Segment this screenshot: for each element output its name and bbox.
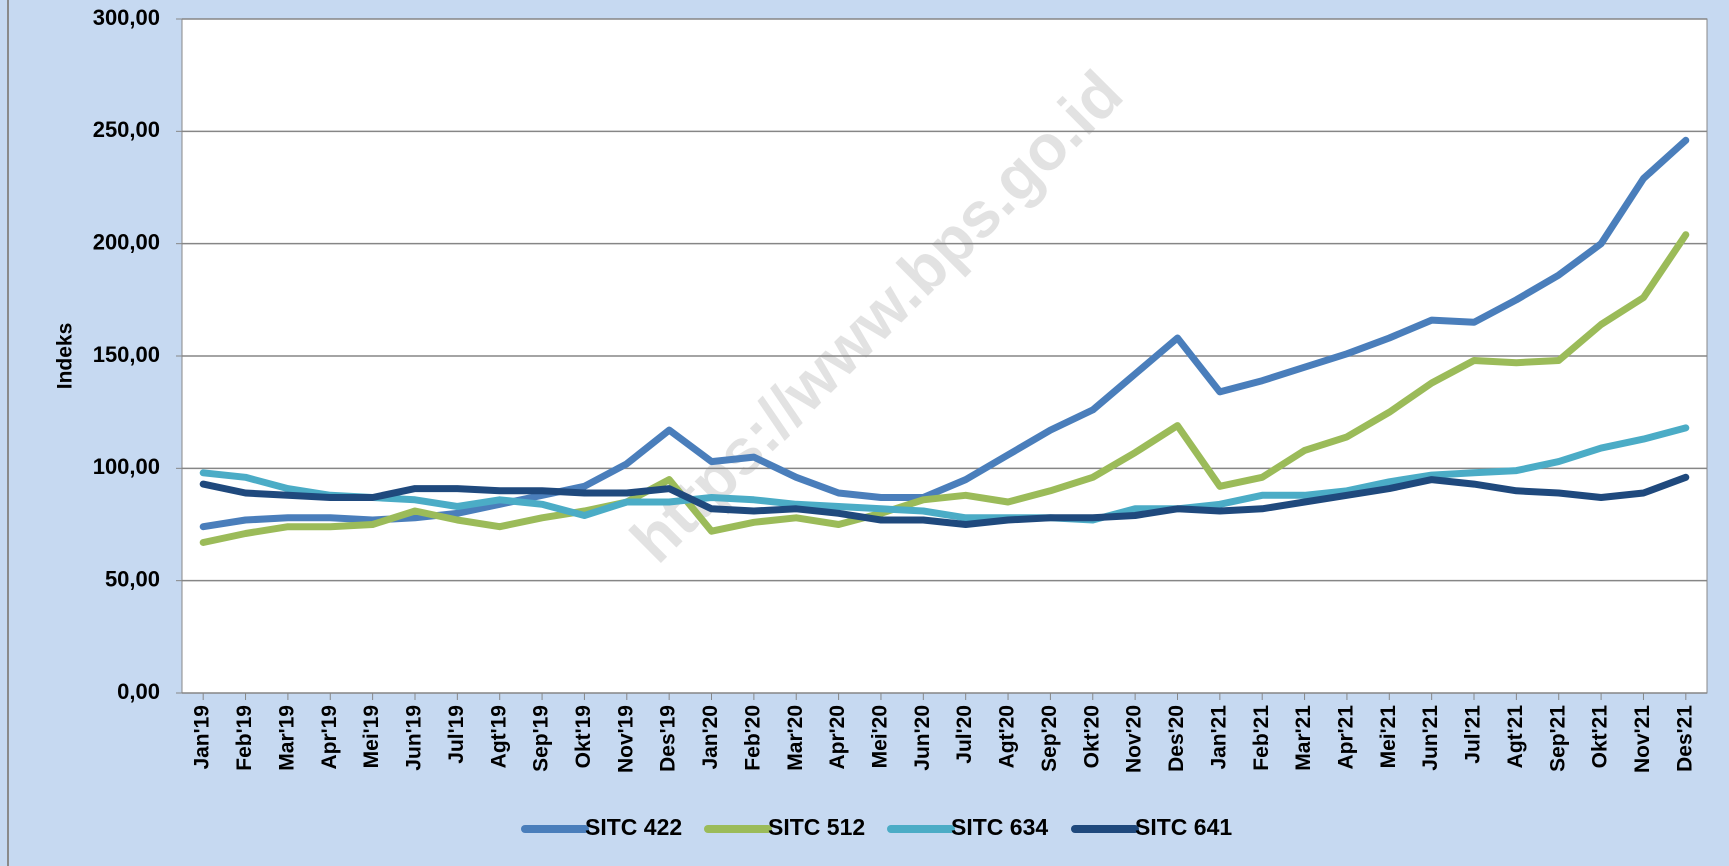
x-tick-label: Mei'20 bbox=[869, 705, 892, 768]
x-tick-label: Agt'21 bbox=[1504, 705, 1527, 769]
x-tick-label: Nov'21 bbox=[1631, 705, 1654, 773]
x-tick-label: Jan'21 bbox=[1207, 705, 1230, 770]
x-tick-label: Des'20 bbox=[1165, 705, 1188, 772]
x-tick-label: Jun'21 bbox=[1419, 705, 1442, 771]
x-tick-label: Sep'20 bbox=[1038, 705, 1061, 772]
x-tick-label: Agt'20 bbox=[996, 705, 1019, 768]
series-line bbox=[199, 424, 1690, 524]
series-line bbox=[199, 473, 1690, 528]
x-tick-label: Mei'21 bbox=[1377, 705, 1400, 769]
y-tick-label: 200,00 bbox=[93, 229, 160, 254]
y-tick-label: 300,00 bbox=[93, 5, 160, 30]
x-tick-label: Mar'20 bbox=[784, 705, 807, 771]
x-tick-label: Jun'20 bbox=[911, 705, 934, 771]
series-line bbox=[199, 136, 1690, 531]
x-tick-label: Des'21 bbox=[1673, 705, 1696, 772]
legend-label: SITC 641 bbox=[1135, 814, 1232, 840]
x-tick-label: Nov'19 bbox=[614, 705, 637, 773]
x-tick-label: Feb'21 bbox=[1250, 705, 1273, 771]
x-tick-label: Sep'19 bbox=[530, 705, 553, 772]
x-tick-label: Mar'21 bbox=[1292, 705, 1315, 771]
y-tick-label: 50,00 bbox=[105, 566, 160, 591]
x-tick-label: Mei'19 bbox=[360, 705, 383, 768]
x-tick-label: Jul'20 bbox=[953, 705, 976, 764]
x-tick-label: Agt'19 bbox=[487, 705, 510, 768]
x-tick-label: Apr'19 bbox=[318, 705, 341, 770]
x-tick-label: Jan'20 bbox=[699, 705, 722, 770]
x-tick-label: Jan'19 bbox=[191, 705, 214, 770]
x-tick-label: Jul'19 bbox=[445, 705, 468, 764]
legend-label: SITC 634 bbox=[951, 814, 1048, 840]
x-tick-label: Sep'21 bbox=[1546, 705, 1569, 772]
x-tick-label: Jun'19 bbox=[403, 705, 426, 771]
x-tick-label: Nov'20 bbox=[1123, 705, 1146, 773]
legend-label: SITC 512 bbox=[768, 814, 865, 840]
y-tick-label: 100,00 bbox=[93, 454, 160, 479]
x-tick-label: Okt'19 bbox=[572, 705, 595, 768]
x-tick-label: Apr'21 bbox=[1334, 705, 1357, 770]
x-tick-label: Feb'19 bbox=[233, 705, 256, 771]
x-tick-label: Mar'19 bbox=[275, 705, 298, 771]
x-tick-label: Okt'20 bbox=[1080, 705, 1103, 768]
y-tick-label: 150,00 bbox=[93, 342, 160, 367]
y-tick-label: 0,00 bbox=[117, 679, 160, 704]
x-tick-label: Feb'20 bbox=[741, 705, 764, 771]
x-tick-label: Jul'21 bbox=[1462, 705, 1485, 764]
x-tick-label: Des'19 bbox=[657, 705, 680, 772]
series-line bbox=[199, 231, 1690, 546]
x-tick-label: Apr'20 bbox=[826, 705, 849, 770]
legend-label: SITC 422 bbox=[585, 814, 682, 840]
y-tick-label: 250,00 bbox=[93, 117, 160, 142]
x-tick-label: Okt'21 bbox=[1589, 705, 1612, 769]
y-axis-label: Indeks bbox=[54, 323, 77, 390]
